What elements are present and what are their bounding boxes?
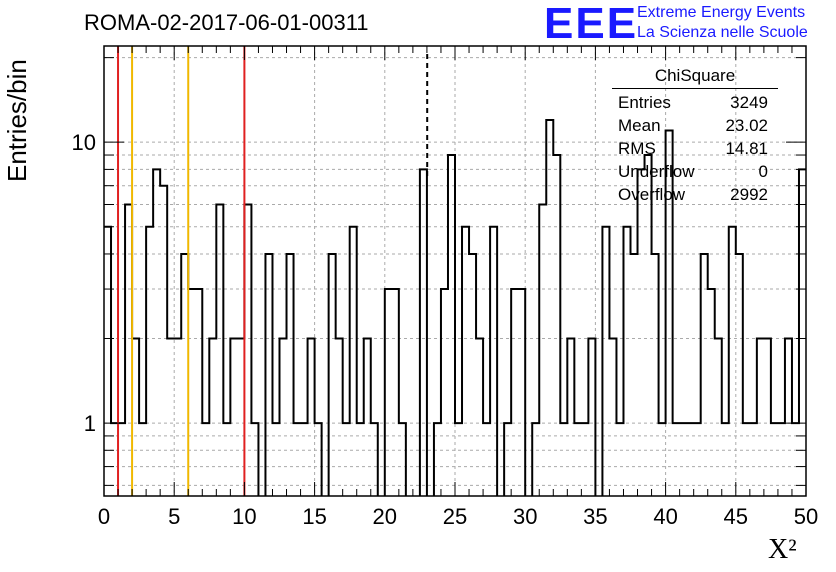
axis-ticks [103, 46, 807, 496]
x-tick-label: 50 [794, 504, 818, 529]
x-tick-label: 25 [443, 504, 467, 529]
histogram-bars [104, 118, 806, 496]
stats-title: ChiSquare [612, 66, 778, 89]
eee-logo: EEE [544, 0, 639, 48]
stats-value: 2992 [730, 185, 768, 204]
stats-label: Mean [618, 116, 661, 135]
stats-value: 23.02 [725, 116, 768, 135]
axis-tick-labels: 0 5 10 15 20 25 30 35 40 45 50 1 10 [72, 130, 819, 529]
histogram-step-line [104, 118, 806, 496]
y-axis-label: Entries/bin [2, 59, 32, 182]
stats-value: 14.81 [725, 139, 768, 158]
stats-label: RMS [618, 139, 656, 158]
logo-line-1: Extreme Energy Events [637, 4, 806, 21]
x-tick-label: 45 [724, 504, 748, 529]
stats-value: 3249 [730, 93, 768, 112]
x-tick-label: 5 [168, 504, 180, 529]
stats-label: Overflow [618, 185, 686, 204]
stats-row-underflow: Underflow 0 [612, 160, 778, 183]
x-tick-label: 20 [373, 504, 397, 529]
x-tick-label: 35 [583, 504, 607, 529]
stats-value: 0 [758, 162, 768, 181]
y-tick-label: 1 [84, 411, 96, 436]
x-tick-label: 0 [98, 504, 110, 529]
reference-lines [117, 46, 429, 496]
y-tick-label: 10 [72, 130, 96, 155]
stats-label: Underflow [618, 162, 695, 181]
stats-row-mean: Mean 23.02 [612, 114, 778, 137]
logo-line-2: La Scienza nelle Scuole [637, 24, 808, 41]
stats-box: ChiSquare Entries 3249 Mean 23.02 RMS 14… [612, 66, 778, 206]
stats-label: Entries [618, 93, 671, 112]
x-tick-label: 15 [302, 504, 326, 529]
x-tick-label: 40 [653, 504, 677, 529]
x-tick-label: 10 [232, 504, 256, 529]
stats-row-rms: RMS 14.81 [612, 137, 778, 160]
x-axis-label: X² [768, 534, 797, 565]
x-tick-label: 30 [513, 504, 537, 529]
chart-title: ROMA-02-2017-06-01-00311 [84, 10, 369, 35]
stats-row-overflow: Overflow 2992 [612, 183, 778, 206]
stats-row-entries: Entries 3249 [612, 91, 778, 114]
